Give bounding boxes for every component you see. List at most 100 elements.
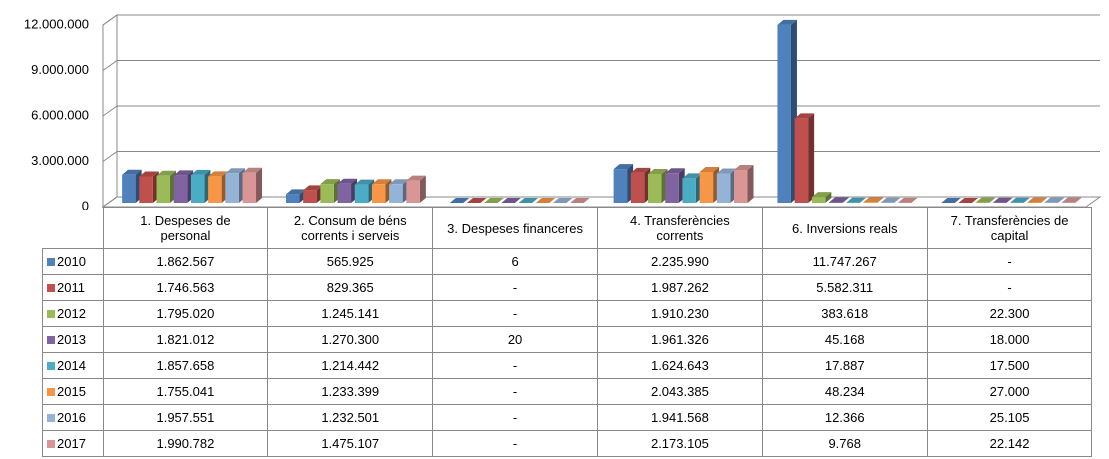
value-cell: 17.500 [926, 352, 1093, 379]
grid-line [102, 60, 1100, 71]
value-cell: 1.941.568 [596, 404, 763, 431]
category-header: 2. Consum de béns corrents i serveis [267, 207, 434, 249]
bar-top [699, 167, 720, 173]
category-header: 3. Despeses financeres [432, 207, 598, 249]
bar [699, 172, 714, 203]
bar [716, 173, 731, 203]
bar-top [897, 197, 918, 203]
legend-entry: 2015 [42, 378, 104, 405]
bar-top [190, 169, 211, 175]
bar-side [1040, 197, 1047, 203]
bar-top [466, 198, 487, 203]
value-cell: - [926, 248, 1093, 275]
bar-side [256, 167, 263, 203]
series-row: 2012 1.795.020 1.245.141-1.910.230 383.618 2… [42, 300, 1093, 327]
series-row: 2014 1.857.658 1.214.442-1.624.643 17.887 17… [42, 352, 1093, 379]
category-label: 7. Transferències de capital [950, 213, 1069, 243]
value-cell: 383.618 [761, 300, 928, 327]
bar [371, 184, 386, 203]
bar-top [570, 198, 590, 203]
value-cell: 27.000 [926, 378, 1093, 405]
value-cell: 1.795.020 [102, 300, 269, 327]
legend-entry: 2013 [42, 326, 104, 353]
value-cell: - [432, 430, 598, 457]
bar [122, 174, 136, 203]
value-cell: - [432, 378, 598, 405]
legend-swatch [47, 310, 55, 318]
value-cell: - [432, 300, 598, 327]
legend-swatch [47, 388, 55, 396]
bar [613, 169, 628, 203]
bar [303, 190, 317, 203]
bar-top [535, 198, 556, 203]
legend-label: 2015 [57, 384, 86, 399]
value-cell: 20 [432, 326, 598, 353]
bar-top [1010, 197, 1030, 203]
value-cell: 1.957.551 [102, 404, 269, 431]
bar-top [406, 175, 426, 181]
value-cell: 1.910.230 [596, 300, 763, 327]
category-label: 1. Despeses de personal [140, 213, 231, 243]
legend-entry: 2014 [42, 352, 104, 379]
legend-label: 2014 [57, 358, 86, 373]
grid-line [102, 151, 1100, 162]
legend-swatch [47, 336, 55, 344]
legend-label: 2012 [57, 306, 86, 321]
bar [173, 175, 188, 203]
series-row: 2016 1.957.551 1.232.501-1.941.568 12.366 25… [42, 404, 1093, 431]
bar-top [518, 198, 539, 203]
bar [811, 197, 826, 203]
category-header: 7. Transferències de capital [926, 207, 1093, 249]
legend-entry: 2017 [42, 430, 104, 457]
bar [777, 24, 791, 204]
bar-top [371, 179, 392, 185]
bar-top [173, 170, 194, 176]
bar-top [682, 173, 702, 179]
bar-top [449, 197, 470, 203]
bar-top [156, 170, 177, 176]
value-cell: 1.624.643 [596, 352, 763, 379]
bar [225, 173, 239, 203]
legend-swatch [47, 362, 55, 370]
bar-top [122, 169, 142, 175]
bar [734, 170, 748, 203]
bar-top [794, 113, 815, 119]
bar-side [894, 197, 901, 203]
grid-line [102, 14, 1100, 26]
bar-top [992, 197, 1013, 203]
bar-top [975, 197, 996, 203]
value-cell: 9.768 [761, 430, 928, 457]
category-header: 4. Transferències corrents [596, 207, 763, 249]
legend-label: 2013 [57, 332, 86, 347]
bar-top [225, 168, 245, 174]
series-row: 2015 1.755.041 1.233.399-2.043.385 48.234 27… [42, 378, 1093, 405]
category-label: 6. Inversions reals [791, 220, 898, 236]
value-cell: 1.232.501 [267, 404, 434, 431]
bar-side [911, 197, 918, 203]
legend-label: 2016 [57, 410, 86, 425]
bar-top [389, 179, 409, 185]
bar-top [1027, 197, 1047, 203]
bar-top [880, 197, 901, 203]
bar [863, 202, 877, 203]
value-cell: 45.168 [761, 326, 928, 353]
chart: 0 3.000.000 6.000.000 9.000.000 12.000.000 [24, 14, 1102, 210]
legend-entry: 2010 [42, 248, 104, 275]
bar-side [747, 165, 754, 203]
bar-top [777, 19, 797, 25]
value-cell: - [432, 352, 598, 379]
bar-top [552, 198, 573, 203]
bar-top [648, 169, 668, 175]
value-cell: 6 [432, 248, 598, 275]
bar [320, 184, 334, 203]
bar [630, 172, 645, 203]
value-cell: 11.747.267 [761, 248, 928, 275]
bar-top [716, 168, 737, 174]
bar [354, 184, 369, 203]
legend-entry: 2012 [42, 300, 104, 327]
bar [190, 174, 205, 203]
bar-side [463, 197, 470, 203]
bar-top [846, 197, 866, 203]
bar-top [941, 198, 961, 203]
legend-entry: 2016 [42, 404, 104, 431]
